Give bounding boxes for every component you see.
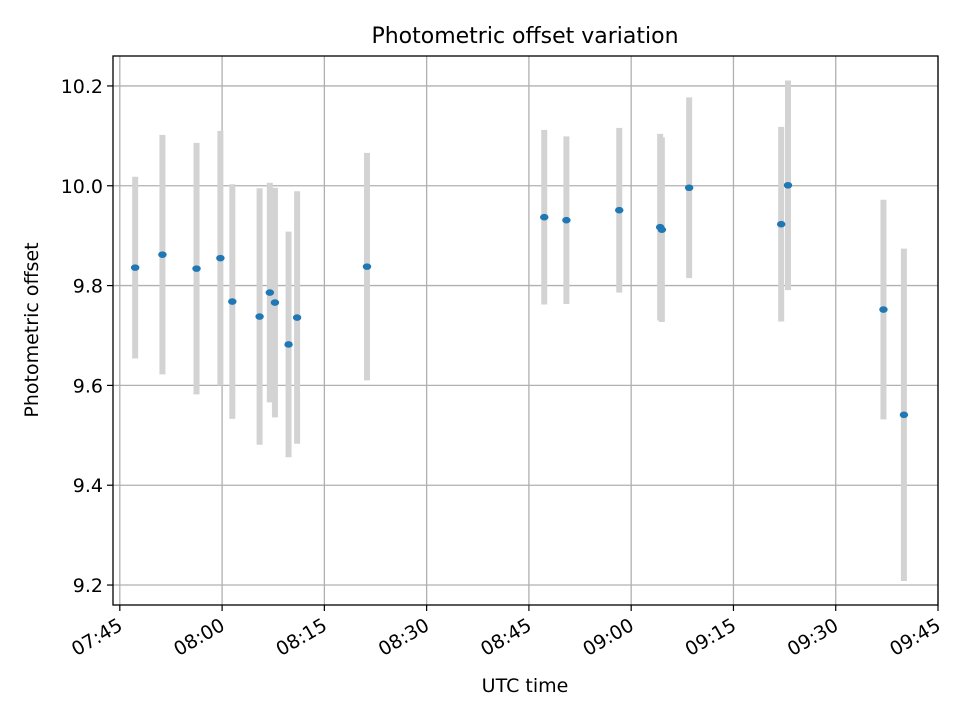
x-tick-label: 08:00 xyxy=(170,614,228,660)
x-tick-label: 09:15 xyxy=(682,614,740,660)
data-point xyxy=(270,299,280,306)
data-point xyxy=(292,314,302,321)
data-point xyxy=(776,220,786,228)
x-tick-label: 09:00 xyxy=(579,614,637,660)
error-bars xyxy=(132,80,907,582)
y-tick-label: 9.8 xyxy=(73,276,103,298)
y-tick-label: 10.0 xyxy=(61,176,103,198)
data-point xyxy=(192,265,201,272)
data-point xyxy=(879,306,888,313)
x-tick-label: 08:45 xyxy=(477,614,535,660)
x-tick-label: 09:30 xyxy=(784,614,842,660)
data-point xyxy=(783,181,793,189)
data-point xyxy=(265,289,275,296)
data-point xyxy=(284,341,293,348)
y-tick-label: 10.2 xyxy=(61,76,103,98)
data-point xyxy=(362,263,372,270)
data-points xyxy=(130,181,909,419)
y-tick-label: 9.4 xyxy=(73,475,103,497)
chart-title: Photometric offset variation xyxy=(371,24,678,49)
data-point xyxy=(158,251,167,258)
x-tick-label: 08:30 xyxy=(375,614,433,660)
y-axis: 9.2 9.4 9.6 9.8 10.0 10.2 xyxy=(61,76,113,597)
y-tick-label: 9.6 xyxy=(73,375,103,397)
x-axis: 07:45 08:00 08:15 08:30 08:45 09:00 09:15 09:30… xyxy=(68,605,945,661)
grid xyxy=(113,56,939,605)
data-point xyxy=(657,226,667,233)
data-point xyxy=(615,206,624,214)
x-tick-label: 09:45 xyxy=(886,614,944,660)
y-axis-label: Photometric offset xyxy=(21,242,43,417)
y-tick-label: 9.2 xyxy=(73,575,103,597)
data-point xyxy=(130,264,140,271)
data-point xyxy=(255,313,264,320)
data-point xyxy=(899,411,909,419)
data-point xyxy=(540,213,549,221)
x-axis-label: UTC time xyxy=(482,675,569,697)
x-tick-label: 08:15 xyxy=(272,614,330,660)
data-point xyxy=(562,216,571,224)
data-point xyxy=(228,298,237,305)
data-point xyxy=(216,254,225,262)
plot-frame xyxy=(112,55,939,606)
data-point xyxy=(684,184,694,192)
x-tick-label: 07:45 xyxy=(68,614,126,660)
